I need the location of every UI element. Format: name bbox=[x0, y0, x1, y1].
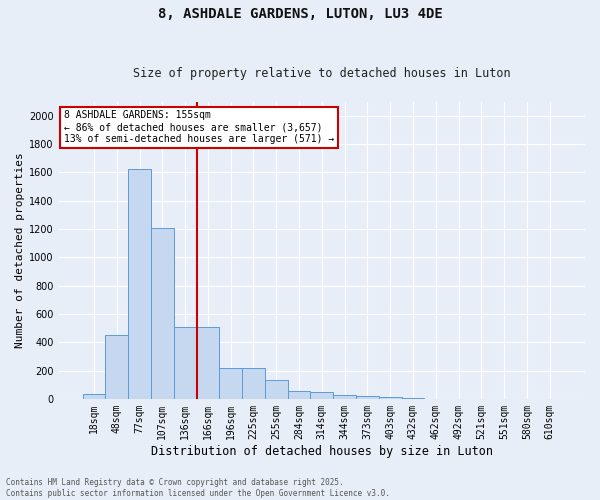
Title: Size of property relative to detached houses in Luton: Size of property relative to detached ho… bbox=[133, 66, 511, 80]
Bar bbox=[401, 398, 424, 399]
Bar bbox=[197, 326, 219, 399]
X-axis label: Distribution of detached houses by size in Luton: Distribution of detached houses by size … bbox=[151, 444, 493, 458]
Bar bbox=[174, 326, 197, 399]
Bar bbox=[333, 394, 356, 399]
Bar bbox=[106, 335, 128, 399]
Bar bbox=[151, 228, 174, 399]
Bar bbox=[287, 391, 310, 399]
Text: 8, ASHDALE GARDENS, LUTON, LU3 4DE: 8, ASHDALE GARDENS, LUTON, LU3 4DE bbox=[158, 8, 442, 22]
Bar bbox=[242, 368, 265, 399]
Bar bbox=[356, 396, 379, 399]
Bar bbox=[310, 392, 333, 399]
Bar bbox=[219, 368, 242, 399]
Bar bbox=[128, 170, 151, 399]
Bar bbox=[265, 380, 287, 399]
Y-axis label: Number of detached properties: Number of detached properties bbox=[15, 152, 25, 348]
Text: Contains HM Land Registry data © Crown copyright and database right 2025.
Contai: Contains HM Land Registry data © Crown c… bbox=[6, 478, 390, 498]
Bar bbox=[83, 394, 106, 399]
Bar bbox=[379, 398, 401, 399]
Text: 8 ASHDALE GARDENS: 155sqm
← 86% of detached houses are smaller (3,657)
13% of se: 8 ASHDALE GARDENS: 155sqm ← 86% of detac… bbox=[64, 110, 334, 144]
